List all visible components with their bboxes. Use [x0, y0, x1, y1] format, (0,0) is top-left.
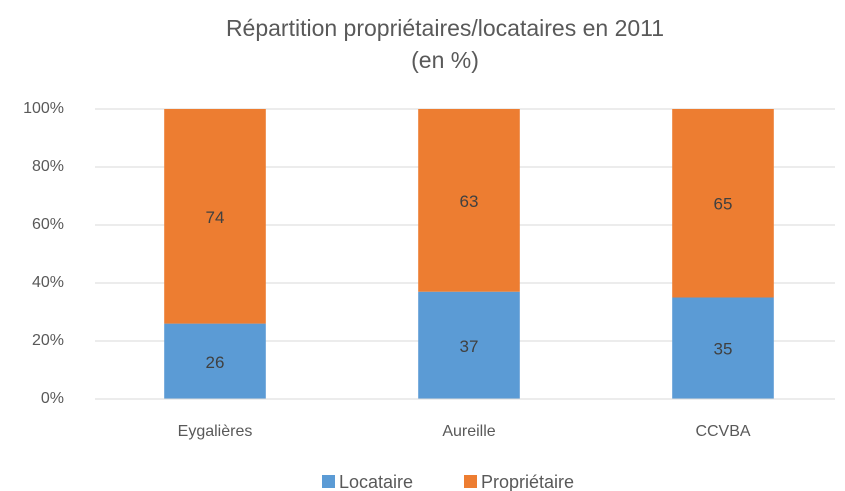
bar-segment — [672, 109, 774, 298]
y-tick-label: 60% — [32, 216, 64, 233]
legend-label: Locataire — [339, 472, 413, 491]
data-label: 26 — [206, 353, 225, 372]
data-label: 63 — [460, 192, 479, 211]
data-label: 35 — [714, 340, 733, 359]
legend-label: Propriétaire — [481, 472, 574, 491]
legend-swatch — [322, 475, 335, 488]
y-tick-label: 80% — [32, 158, 64, 175]
y-tick-label: 20% — [32, 332, 64, 349]
x-tick-label: Eygalières — [178, 423, 253, 440]
y-tick-label: 40% — [32, 274, 64, 291]
legend-swatch — [464, 475, 477, 488]
bar-segment — [418, 291, 520, 399]
data-label: 37 — [460, 337, 479, 356]
x-tick-label: Aureille — [442, 423, 495, 440]
bar-segment — [672, 297, 774, 399]
x-tick-label: CCVBA — [695, 423, 750, 440]
data-label: 74 — [206, 208, 225, 227]
data-label: 65 — [714, 195, 733, 214]
y-tick-label: 0% — [41, 390, 64, 407]
bar-segment — [418, 109, 520, 292]
bar-segment — [164, 109, 266, 324]
chart-subtitle: (en %) — [411, 47, 479, 73]
y-tick-label: 100% — [23, 100, 64, 117]
bar-segment — [164, 323, 266, 399]
chart-title: Répartition propriétaires/locataires en … — [226, 15, 664, 41]
